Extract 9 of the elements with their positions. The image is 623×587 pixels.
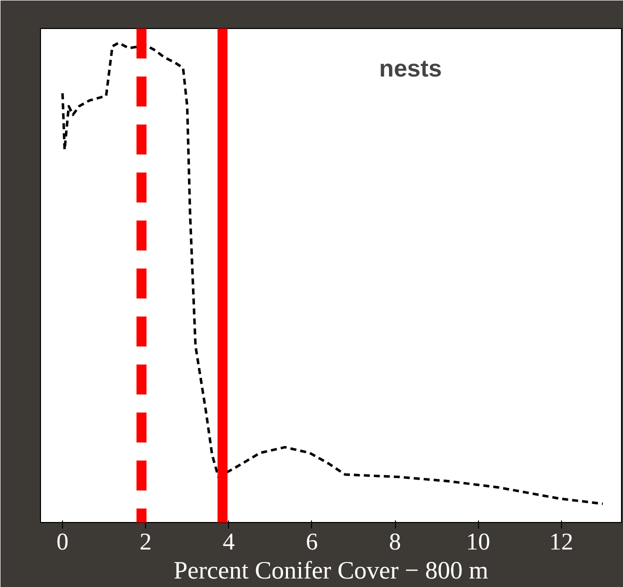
x-tick-label: 10	[466, 530, 490, 556]
x-tick-label: 12	[549, 530, 574, 556]
x-tick-label: 4	[222, 530, 235, 556]
x-tick-label: 2	[140, 530, 152, 556]
annotation: nests	[379, 56, 442, 82]
x-tick-label: 0	[56, 530, 69, 556]
x-axis-title: Percent Conifer Cover − 800 m	[174, 558, 489, 584]
x-tick-label: 8	[389, 530, 401, 556]
x-tick-label: 6	[306, 530, 318, 556]
